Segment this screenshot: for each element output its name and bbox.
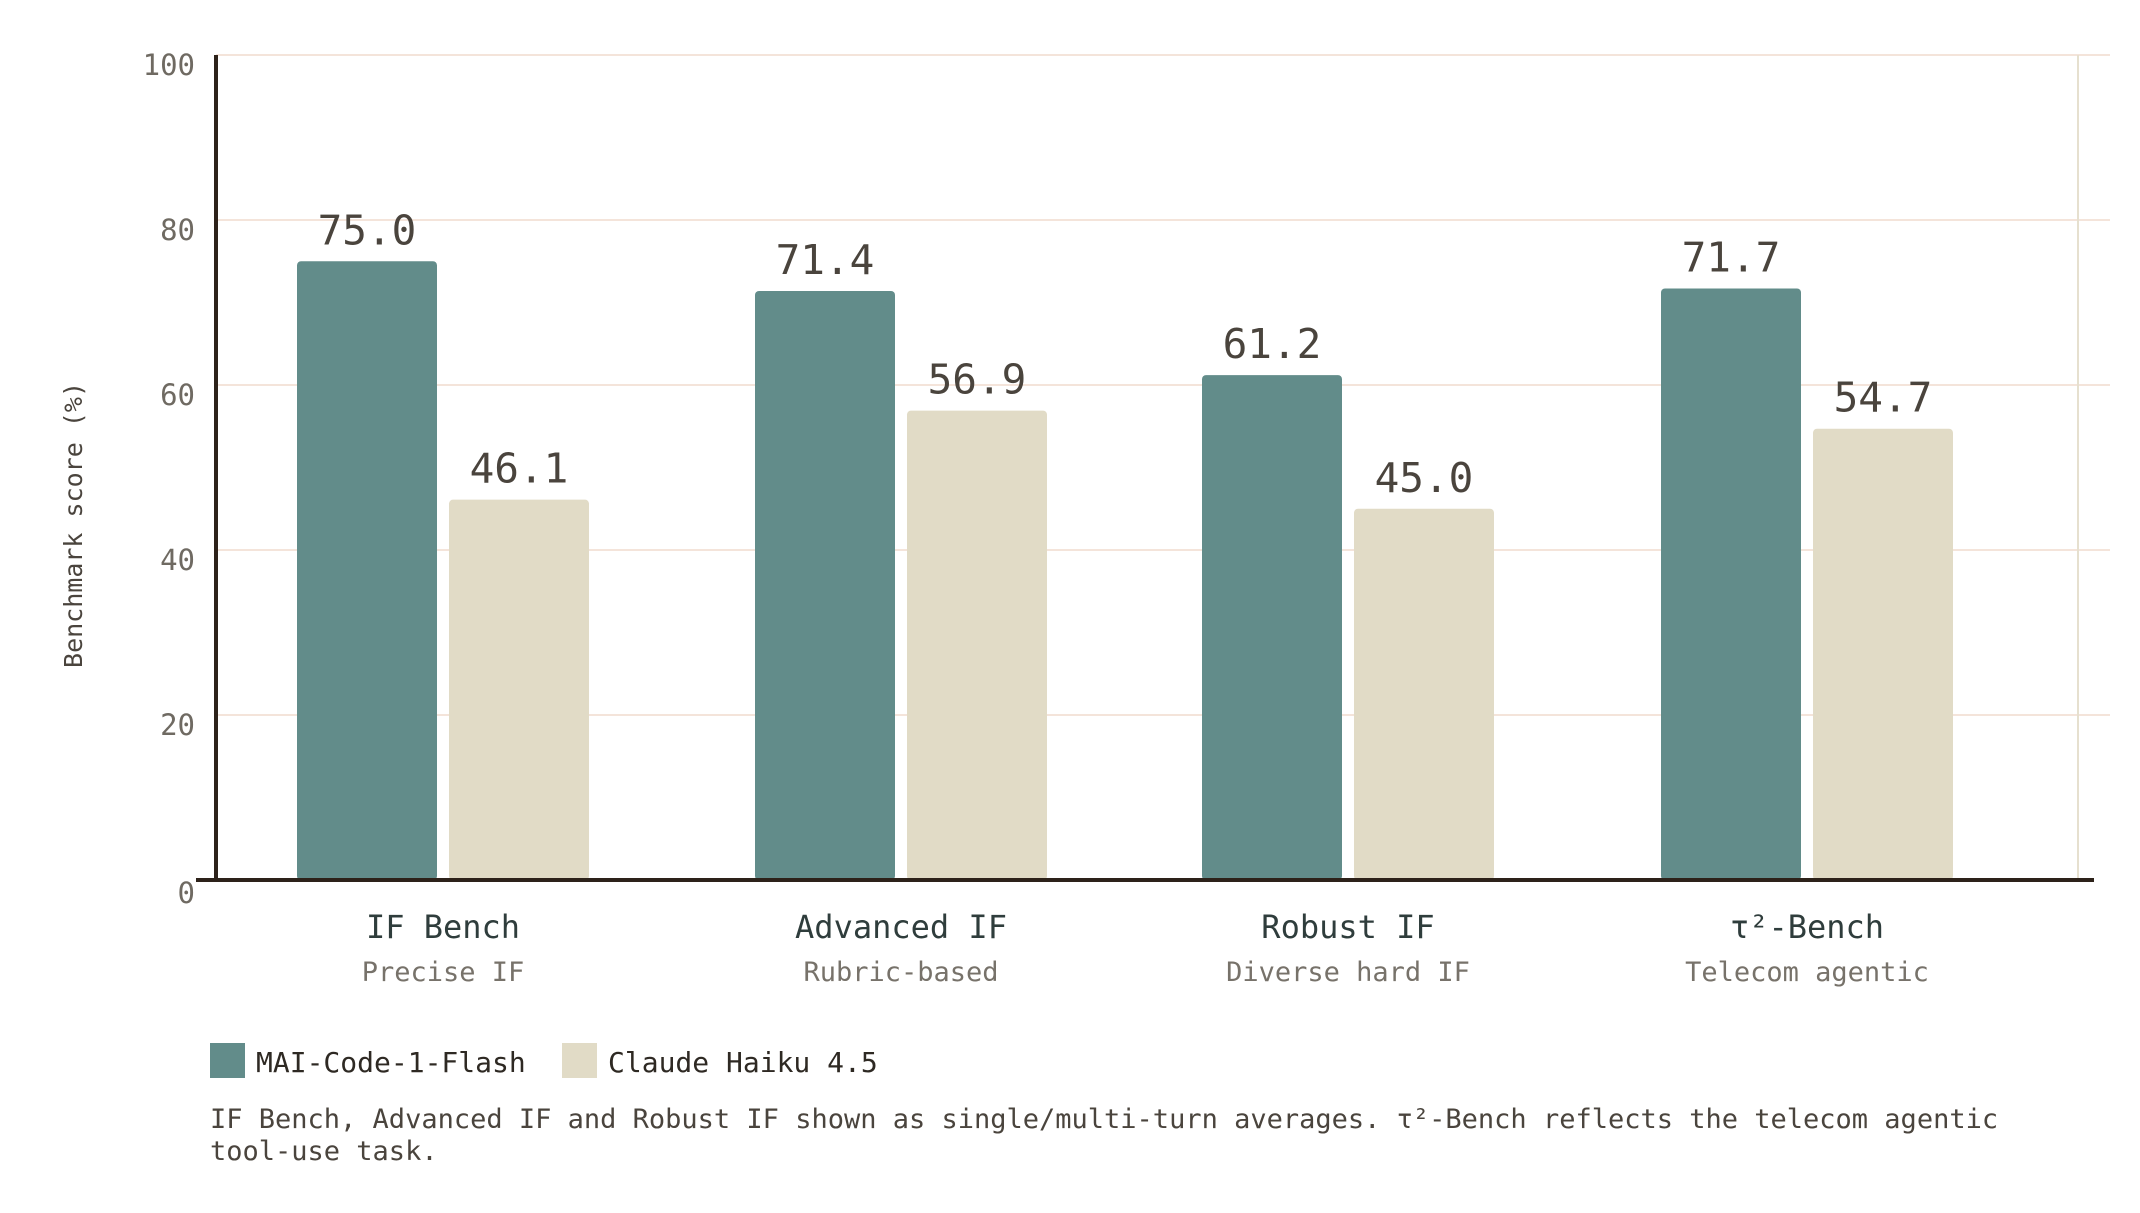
- bar-value-label: 61.2: [1223, 320, 1322, 368]
- x-axis-categories: IF Bench Precise IF Advanced IF Rubric-base…: [362, 908, 1929, 988]
- axes: [196, 55, 2094, 882]
- bar-series1: [1661, 288, 1801, 881]
- x-category-subtitle: Rubric-based: [803, 957, 998, 988]
- bar-series1: [1202, 375, 1342, 880]
- legend-swatch: [562, 1043, 597, 1078]
- y-axis-ticks: 0 20 40 60 80 100: [143, 48, 195, 910]
- x-category-subtitle: Precise IF: [362, 957, 525, 988]
- bar-value-label: 56.9: [928, 356, 1027, 404]
- x-category-label: τ²-Bench: [1730, 908, 1884, 946]
- bar-series2: [907, 410, 1047, 880]
- footnote: IF Bench, Advanced IF and Robust IF show…: [210, 1104, 1998, 1167]
- legend-swatch: [210, 1043, 245, 1078]
- x-category-label: Robust IF: [1261, 908, 1434, 946]
- x-category-label: IF Bench: [366, 908, 520, 946]
- footnote-line: tool-use task.: [210, 1136, 438, 1167]
- x-category-label: Advanced IF: [795, 908, 1007, 946]
- legend-label: Claude Haiku 4.5: [608, 1046, 878, 1079]
- bar-series1: [297, 261, 437, 880]
- bar-value-label: 46.1: [470, 445, 569, 493]
- bar-series2: [1813, 428, 1953, 880]
- bar-series2: [449, 499, 589, 880]
- y-tick-label: 40: [160, 543, 195, 577]
- value-labels: 75.0 71.4 61.2 71.7 46.1 56.9 45.0 54.7: [318, 206, 1933, 502]
- bar-value-label: 75.0: [318, 206, 417, 254]
- y-tick-label: 0: [178, 876, 195, 910]
- bar-value-label: 45.0: [1375, 454, 1474, 502]
- y-axis-label: Benchmark score (%): [59, 382, 88, 668]
- legend: MAI-Code-1-Flash Claude Haiku 4.5: [210, 1043, 878, 1079]
- bar-value-label: 71.7: [1682, 233, 1781, 281]
- y-tick-label: 100: [143, 48, 195, 82]
- legend-label: MAI-Code-1-Flash: [256, 1046, 526, 1079]
- bar-series2: [1354, 508, 1494, 880]
- bar-value-label: 54.7: [1834, 374, 1933, 422]
- x-category-subtitle: Diverse hard IF: [1226, 957, 1470, 988]
- footnote-line: IF Bench, Advanced IF and Robust IF show…: [210, 1104, 1998, 1135]
- y-tick-label: 80: [160, 213, 195, 247]
- y-tick-label: 20: [160, 708, 195, 742]
- bar-value-label: 71.4: [776, 236, 875, 284]
- y-tick-label: 60: [160, 378, 195, 412]
- x-category-subtitle: Telecom agentic: [1685, 957, 1929, 988]
- bar-series1: [755, 290, 895, 880]
- bars: [297, 261, 1953, 881]
